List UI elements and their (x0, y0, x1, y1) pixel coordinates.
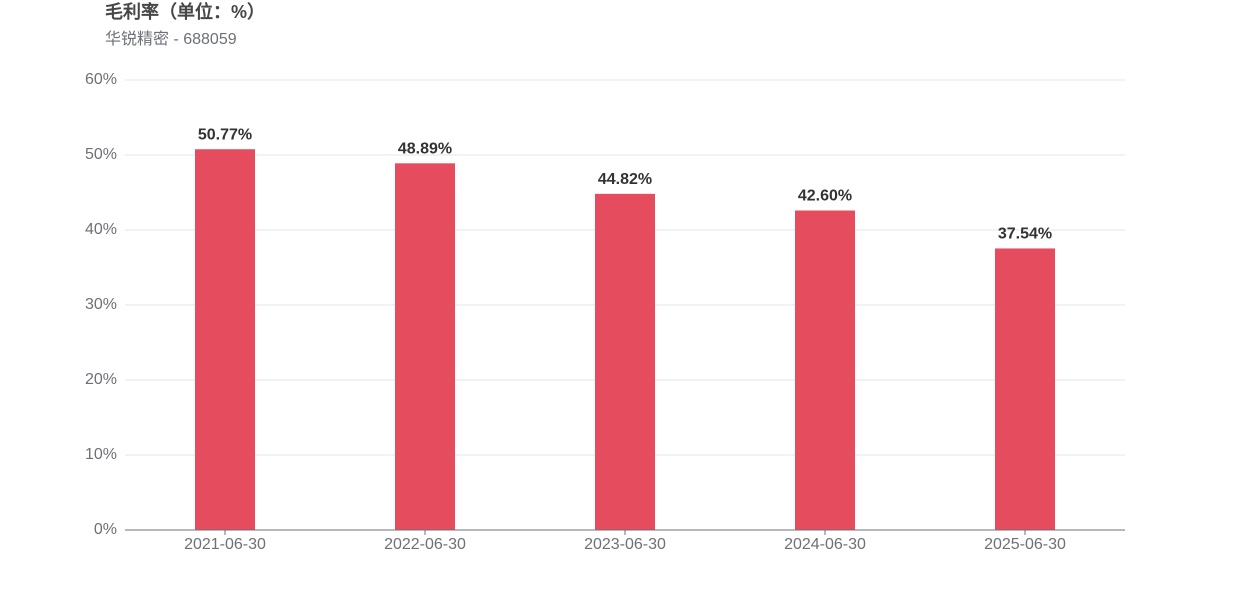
data-label: 37.54% (998, 226, 1052, 243)
data-label: 48.89% (398, 141, 452, 158)
data-label: 42.60% (798, 188, 852, 205)
bar (595, 193, 655, 530)
data-label: 44.82% (598, 171, 652, 188)
bar (195, 149, 255, 530)
y-tick-label: 60% (85, 71, 117, 88)
x-tick-label: 2021-06-30 (184, 536, 266, 553)
chart-subtitle: 华锐精密 - 688059 (105, 30, 237, 48)
chart-title: 毛利率（单位：%） (105, 1, 265, 22)
data-label: 50.77% (198, 126, 252, 143)
x-tick-label: 2025-06-30 (984, 536, 1066, 553)
bar (795, 210, 855, 530)
x-tick-label: 2024-06-30 (784, 536, 866, 553)
y-tick-label: 30% (85, 296, 117, 313)
bar (395, 163, 455, 530)
x-tick-label: 2022-06-30 (384, 536, 466, 553)
y-tick-label: 20% (85, 371, 117, 388)
y-tick-label: 10% (85, 446, 117, 463)
y-tick-label: 40% (85, 221, 117, 238)
y-tick-label: 50% (85, 146, 117, 163)
y-tick-label: 0% (94, 521, 117, 538)
bar (995, 248, 1055, 530)
x-tick-label: 2023-06-30 (584, 536, 666, 553)
